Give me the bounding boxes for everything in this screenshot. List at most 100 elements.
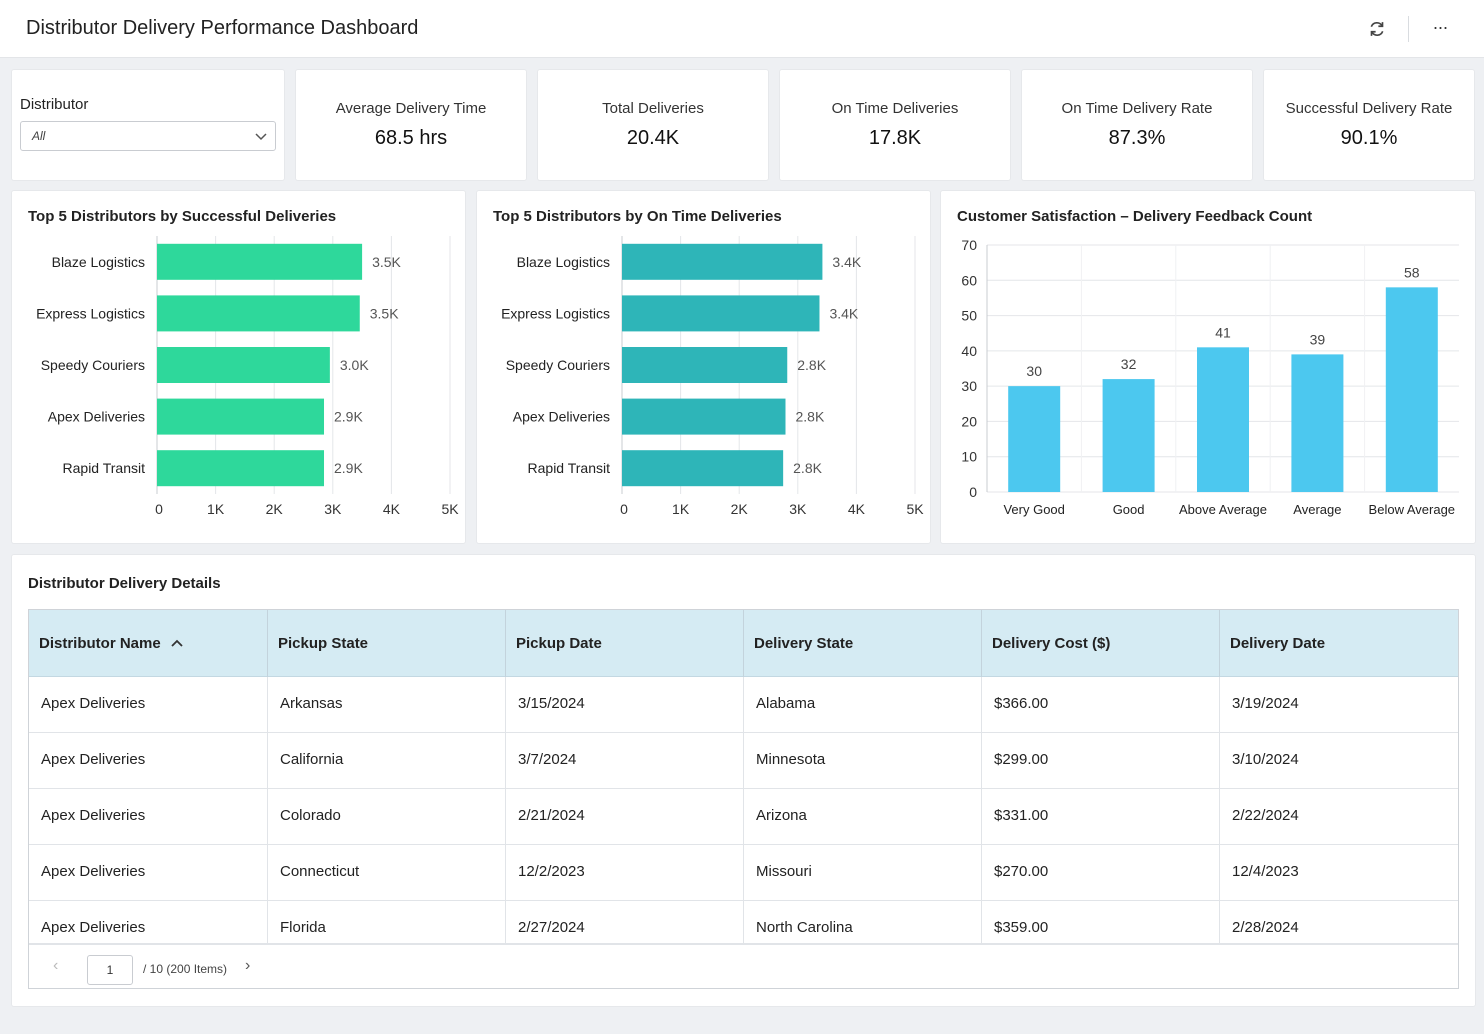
table-title: Distributor Delivery Details [28,575,221,592]
cell-delivery-cost: $270.00 [982,845,1220,901]
data-label: 3.4K [832,254,861,270]
bar [157,398,325,435]
category-label: Blaze Logistics [52,254,145,270]
x-tick-label: 4K [848,501,866,517]
kpi-label: On Time Deliveries [831,100,959,117]
column-header-delivery-cost[interactable]: Delivery Cost ($) [982,610,1220,677]
category-label: Apex Deliveries [48,409,145,425]
on-time-deliveries-chart-card: Top 5 Distributors by On Time Deliveries… [477,191,930,543]
customer-satisfaction-chart: 0 10 20 30 40 50 60 70 30 Very Good 32 Good 41 Above … [961,237,1459,517]
y-tick-label: 10 [961,449,977,465]
bar [1291,354,1344,492]
kpi-value: 17.8K [868,127,922,149]
kpi-on-time-deliveries: On Time Deliveries 17.8K [780,70,1010,180]
column-header-pickup-state[interactable]: Pickup State [268,610,506,677]
category-label: Rapid Transit [528,460,611,476]
cell-distributor-name: Apex Deliveries [29,789,268,845]
kpi-on-time-delivery-rate: On Time Delivery Rate 87.3% [1022,70,1252,180]
customer-satisfaction-chart-card: Customer Satisfaction – Delivery Feedbac… [941,191,1475,543]
cell-delivery-cost: $359.00 [982,901,1220,957]
column-header-delivery-date[interactable]: Delivery Date [1230,635,1326,652]
bar [622,398,786,435]
x-tick-label: 0 [620,501,628,517]
previous-page-icon[interactable]: ‹ [53,957,59,974]
bar [1102,379,1155,492]
category-label: Express Logistics [501,305,610,321]
bar [622,243,823,280]
category-label: Below Average [1369,502,1456,517]
data-label: 41 [1215,324,1231,340]
table-row[interactable]: Apex Deliveries Connecticut 12/2/2023 Mi… [29,845,1458,901]
pager: ‹ 1 / 10 (200 Items) › [29,944,1458,988]
cell-pickup-state: Connecticut [268,845,506,901]
cell-delivery-state: Missouri [744,845,982,901]
cell-pickup-state: Florida [268,901,506,957]
y-tick-label: 0 [969,484,977,500]
page-number-input[interactable]: 1 [87,955,133,985]
kpi-successful-delivery-rate: Successful Delivery Rate 90.1% [1264,70,1474,180]
bar [622,450,784,487]
category-label: Speedy Couriers [41,357,145,373]
data-label: 30 [1026,363,1042,379]
cell-pickup-date: 2/21/2024 [506,789,744,845]
grid-header: Distributor Name Pickup State Pickup Dat… [29,610,1458,677]
cell-delivery-state: North Carolina [744,901,982,957]
y-tick-label: 60 [961,272,977,288]
data-label: 3.5K [372,254,401,270]
more-options-icon[interactable]: ··· [1432,17,1449,37]
column-header-distributor-name[interactable]: Distributor Name [29,610,268,677]
distributor-filter-card: Distributor All [12,70,284,180]
bar [1008,386,1061,492]
cell-distributor-name: Apex Deliveries [29,733,268,789]
chart-title: Customer Satisfaction – Delivery Feedbac… [957,208,1313,225]
refresh-icon[interactable] [1366,18,1388,40]
table-row[interactable]: Apex Deliveries Florida 2/27/2024 North … [29,901,1458,957]
cell-distributor-name: Apex Deliveries [29,677,268,733]
data-label: 2.8K [795,409,824,425]
bar [622,295,820,332]
category-label: Above Average [1179,502,1267,517]
page-summary: / 10 (200 Items) [143,962,228,976]
column-header-pickup-date[interactable]: Pickup Date [506,610,744,677]
bar [157,450,325,487]
cell-pickup-date: 3/7/2024 [506,733,744,789]
distributor-select[interactable]: All [20,121,276,151]
dashboard-header: Distributor Delivery Performance Dashboa… [0,0,1484,58]
x-tick-label: 1K [672,501,690,517]
x-tick-label: 3K [324,501,342,517]
chart-title: Top 5 Distributors by Successful Deliver… [28,208,337,225]
x-tick-label: 1K [207,501,225,517]
column-header-delivery-state[interactable]: Delivery State [744,610,982,677]
cell-pickup-date: 3/15/2024 [506,677,744,733]
table-row[interactable]: Apex Deliveries Colorado 2/21/2024 Arizo… [29,789,1458,845]
cell-delivery-date: 2/28/2024 [1232,919,1299,936]
details-grid: Distributor Name Pickup State Pickup Dat… [28,609,1459,989]
cell-distributor-name: Apex Deliveries [29,845,268,901]
y-tick-label: 50 [961,308,977,324]
category-label: Average [1293,502,1341,517]
table-row[interactable]: Apex Deliveries California 3/7/2024 Minn… [29,733,1458,789]
category-label: Very Good [1003,502,1064,517]
category-label: Speedy Couriers [506,357,610,373]
data-label: 3.0K [340,357,369,373]
data-label: 32 [1121,356,1137,372]
page-title: Distributor Delivery Performance Dashboa… [26,17,419,39]
bar [1197,347,1249,492]
distributor-select-value: All [32,129,46,143]
successful-deliveries-chart: 0 1K 2K 3K 4K 5K Blaze Logistics 3.5K Express Lo… [36,236,459,517]
data-label: 2.8K [797,357,826,373]
kpi-label: On Time Delivery Rate [1061,100,1213,117]
cell-delivery-state: Alabama [744,677,982,733]
y-tick-label: 30 [961,378,977,394]
category-label: Good [1113,502,1145,517]
cell-pickup-state: Colorado [268,789,506,845]
x-tick-label: 3K [789,501,807,517]
y-tick-label: 40 [961,343,977,359]
header-divider [1408,16,1409,42]
table-row[interactable]: Apex Deliveries Arkansas 3/15/2024 Alaba… [29,677,1458,733]
x-tick-label: 0 [155,501,163,517]
next-page-icon[interactable]: › [245,957,251,974]
y-tick-label: 20 [961,413,977,429]
kpi-value: 68.5 hrs [374,127,448,149]
chevron-down-icon [255,133,267,141]
